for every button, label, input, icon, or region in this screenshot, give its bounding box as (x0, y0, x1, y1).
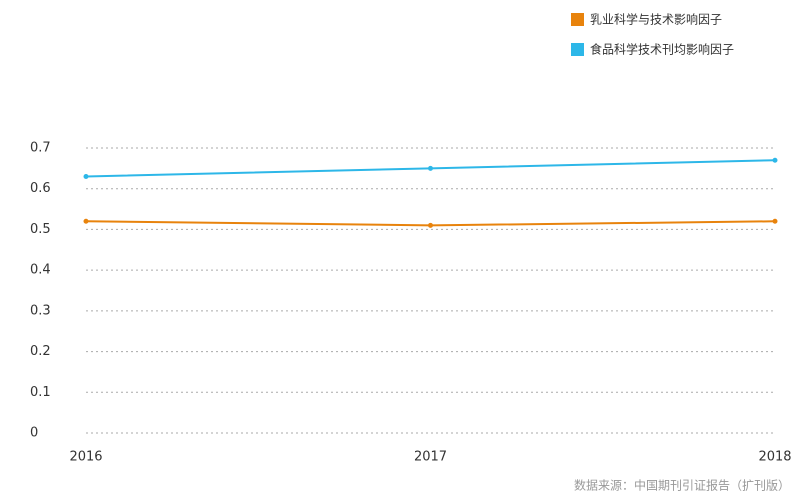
source-note: 数据来源：中国期刊引证报告（扩刊版） (574, 478, 790, 493)
y-tick-label: 0.7 (30, 141, 51, 156)
data-point (83, 174, 89, 179)
legend-swatch (571, 13, 584, 26)
data-point (83, 218, 89, 224)
data-point (428, 165, 433, 171)
data-point (772, 218, 778, 224)
legend-label: 乳业科学与技术影响因子 (590, 12, 722, 27)
legend-swatch (571, 43, 584, 56)
x-tick-label: 2018 (758, 450, 791, 465)
y-tick-label: 0.3 (30, 303, 51, 318)
y-tick-label: 0.5 (30, 222, 51, 237)
x-tick-label: 2016 (69, 450, 102, 465)
x-tick-label: 2017 (414, 450, 447, 465)
y-tick-label: 0 (30, 426, 38, 441)
data-point (428, 222, 433, 228)
y-tick-label: 0.4 (30, 263, 51, 278)
y-tick-label: 0.1 (30, 385, 51, 400)
y-tick-label: 0.6 (30, 181, 51, 196)
y-tick-label: 0.2 (30, 344, 51, 359)
legend-label: 食品科学技术刊均影响因子 (590, 42, 734, 57)
data-point (772, 157, 778, 163)
